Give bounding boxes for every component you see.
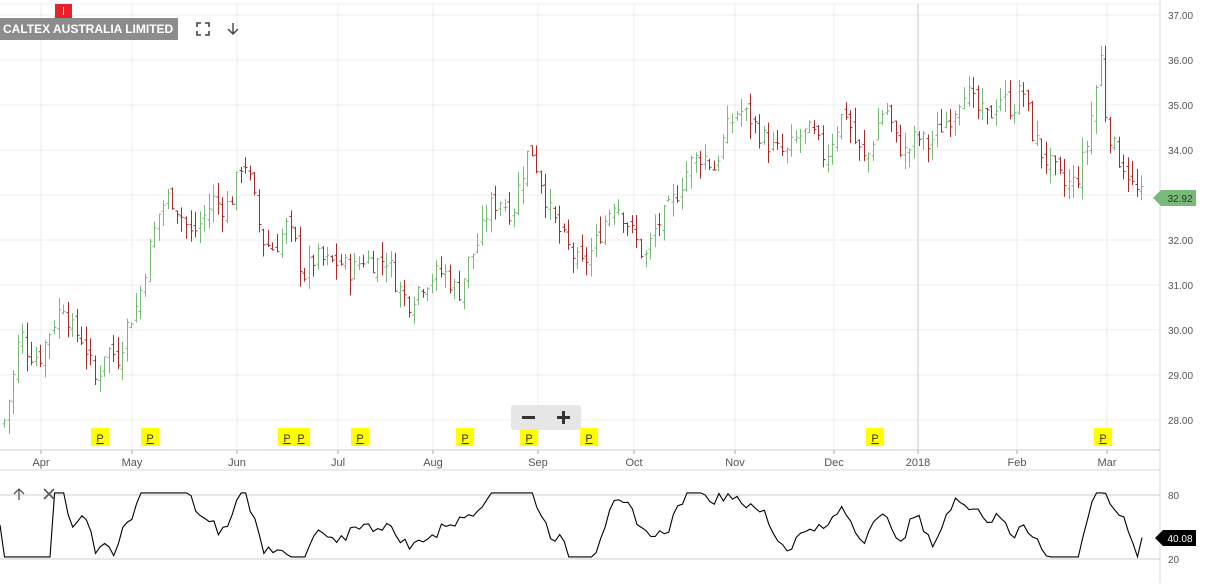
- x-tick-label: Nov: [725, 457, 745, 469]
- p-marker[interactable]: [91, 428, 109, 446]
- y-tick-label: 37.00: [1168, 11, 1193, 22]
- x-tick-label: Dec: [824, 457, 844, 469]
- x-tick-label: Apr: [32, 457, 49, 469]
- x-tick-label: Feb: [1008, 457, 1027, 469]
- arrow-down-icon[interactable]: [225, 21, 241, 37]
- indicator-value-badge-bg: [1155, 530, 1196, 546]
- p-marker-label: P: [1099, 433, 1106, 445]
- p-marker[interactable]: [520, 428, 538, 446]
- p-marker-label: P: [585, 433, 592, 445]
- y-tick-label: 30.00: [1168, 326, 1193, 337]
- indicator-line: [0, 492, 1143, 559]
- chart-title[interactable]: CALTEX AUSTRALIA LIMITED: [0, 18, 178, 40]
- plus-icon: [557, 411, 570, 424]
- arrow-up-icon[interactable]: [11, 486, 27, 502]
- expand-icon[interactable]: [195, 21, 211, 37]
- x-tick-label: Sep: [528, 457, 548, 469]
- indicator-y-tick-label: 80: [1168, 491, 1180, 502]
- x-tick-label: Mar: [1098, 457, 1117, 469]
- x-tick-label: Oct: [625, 457, 642, 469]
- last-price-badge: 32.92: [1167, 194, 1192, 205]
- p-marker-label: P: [356, 433, 363, 445]
- p-marker[interactable]: [278, 428, 296, 446]
- grid-layer: [0, 0, 1161, 583]
- p-marker-label: P: [461, 433, 468, 445]
- y-tick-label: 36.00: [1168, 56, 1193, 67]
- x-tick-label: Jul: [331, 457, 345, 469]
- last-price-badge-bg: [1153, 190, 1196, 206]
- value-badges: 32.92 40.08: [1153, 190, 1196, 546]
- p-marker[interactable]: [456, 428, 474, 446]
- event-flag-marker[interactable]: [55, 4, 72, 18]
- p-marker[interactable]: [580, 428, 598, 446]
- y-tick-label: 31.00: [1168, 281, 1193, 292]
- y-tick-label: 29.00: [1168, 371, 1193, 382]
- zoom-control: [511, 405, 581, 430]
- p-marker[interactable]: [141, 428, 159, 446]
- indicator-y-tick-label: 20: [1168, 555, 1180, 566]
- indicator-panel: 80 20: [0, 469, 1180, 566]
- y-tick-label: 28.00: [1168, 416, 1193, 427]
- p-marker[interactable]: [866, 428, 884, 446]
- x-tick-label: Jun: [228, 457, 246, 469]
- ohlc-bars: [2, 45, 1144, 434]
- y-tick-label: 32.00: [1168, 236, 1193, 247]
- p-marker-label: P: [871, 433, 878, 445]
- y-tick-label: 34.00: [1168, 146, 1193, 157]
- p-marker[interactable]: [1094, 428, 1112, 446]
- x-tick-label: Aug: [423, 457, 443, 469]
- x-tick-label: May: [122, 457, 143, 469]
- p-marker-label: P: [297, 433, 304, 445]
- p-marker-label: P: [96, 433, 103, 445]
- zoom-in-button[interactable]: [546, 405, 581, 430]
- p-marker[interactable]: [351, 428, 369, 446]
- zoom-out-button[interactable]: [511, 405, 546, 430]
- x-tick-label: 2018: [906, 457, 930, 469]
- p-marker-label: P: [146, 433, 153, 445]
- indicator-value-badge: 40.08: [1167, 534, 1192, 545]
- p-marker[interactable]: [292, 428, 310, 446]
- close-icon[interactable]: [41, 486, 57, 502]
- minus-icon: [522, 416, 535, 419]
- p-marker-label: P: [525, 433, 532, 445]
- p-marker-label: P: [283, 433, 290, 445]
- y-tick-label: 35.00: [1168, 101, 1193, 112]
